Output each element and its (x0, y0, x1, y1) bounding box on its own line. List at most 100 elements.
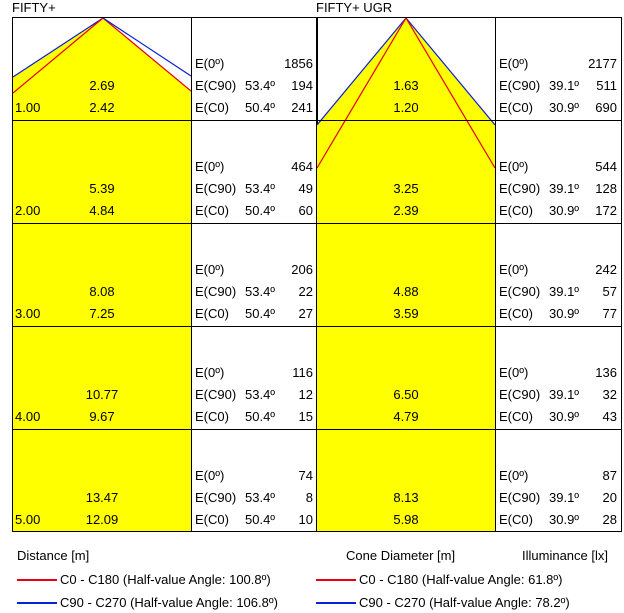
e-c0-value: 10 (298, 512, 313, 527)
cone-grid: 1.63 1.20 E(0º) 2177 E(C90) 39.1º 511 E(C0) 30.9… (316, 17, 622, 532)
e-c0-label: E(C0) (499, 203, 533, 218)
e-c0-value: 690 (595, 100, 617, 115)
e-c0-angle: 30.9º (549, 100, 580, 115)
e-c90-angle: 53.4º (245, 490, 276, 505)
light-cone-svg (317, 18, 495, 531)
e0-value: 74 (298, 468, 313, 483)
cone-diameter-c90: 4.88 (393, 284, 419, 299)
e-c90-label: E(C90) (195, 490, 237, 505)
e0-label: E(0º) (499, 159, 529, 174)
e-c90-angle: 39.1º (549, 387, 580, 402)
e-c0-angle: 30.9º (549, 512, 580, 527)
e-c0-value: 43 (602, 409, 617, 424)
e-c90-angle: 39.1º (549, 490, 580, 505)
cone-diameter-c90: 5.39 (89, 181, 115, 196)
c90-edge-right (102, 18, 191, 77)
cone-diameter-c0: 4.79 (393, 409, 419, 424)
e0-label: E(0º) (195, 159, 225, 174)
cone-diameter-c0: 2.42 (89, 100, 115, 115)
e0-value: 464 (291, 159, 313, 174)
row-separator (317, 120, 621, 121)
e-c90-angle: 53.4º (245, 181, 276, 196)
cone-diameter-c0: 5.98 (393, 512, 419, 527)
e-c0-angle: 50.4º (245, 100, 276, 115)
light-cone-svg (13, 18, 191, 531)
distance-label: 4.00 (15, 409, 41, 424)
e-c90-value: 194 (291, 78, 313, 93)
e-c0-label: E(C0) (195, 306, 229, 321)
e-c90-label: E(C90) (499, 181, 541, 196)
e-c0-angle: 30.9º (549, 306, 580, 321)
e0-label: E(0º) (195, 56, 225, 71)
e-c90-angle: 53.4º (245, 387, 276, 402)
cone-diameter-c90: 10.77 (85, 387, 119, 402)
e0-value: 544 (595, 159, 617, 174)
e-c90-angle: 53.4º (245, 78, 276, 93)
e-c0-value: 77 (602, 306, 617, 321)
e0-label: E(0º) (499, 468, 529, 483)
e0-label: E(0º) (195, 468, 225, 483)
row-separator (317, 223, 621, 224)
illuminance-label: Illuminance [lx] (522, 548, 608, 563)
row-separator (317, 326, 621, 327)
cone-diameter-c90: 13.47 (85, 490, 119, 505)
e0-value: 1856 (284, 56, 313, 71)
legend-label: C0 - C180 (Half-value Angle: 61.8º) (359, 572, 563, 587)
c0-edge-left (13, 18, 104, 94)
cone-diameter-c0: 2.39 (393, 203, 419, 218)
e-c90-label: E(C90) (195, 78, 237, 93)
e-c0-label: E(C0) (499, 512, 533, 527)
legend-swatch (316, 602, 356, 604)
e-c90-value: 128 (595, 181, 617, 196)
cone-diameter-c90: 2.69 (89, 78, 115, 93)
e-c0-value: 27 (298, 306, 313, 321)
e-c0-angle: 50.4º (245, 203, 276, 218)
e-c90-angle: 53.4º (245, 284, 276, 299)
e-c90-label: E(C90) (195, 284, 237, 299)
row-separator (13, 429, 317, 430)
e-c0-label: E(C0) (195, 512, 229, 527)
legend-label: C0 - C180 (Half-value Angle: 100.8º) (60, 572, 271, 587)
e-c90-angle: 39.1º (549, 181, 580, 196)
e-c0-value: 241 (291, 100, 313, 115)
e-c90-label: E(C90) (195, 181, 237, 196)
e-c0-value: 15 (298, 409, 313, 424)
e-c90-value: 49 (298, 181, 313, 196)
e-c0-angle: 30.9º (549, 203, 580, 218)
c0-edge-right (102, 18, 191, 92)
e-c90-label: E(C90) (499, 78, 541, 93)
c90-edge-right (405, 18, 495, 126)
e0-value: 242 (595, 262, 617, 277)
e-c0-value: 28 (602, 512, 617, 527)
c90-edge-left (13, 18, 104, 78)
cone-fill (13, 18, 191, 531)
cone-fill (317, 18, 495, 531)
e-c90-value: 511 (596, 78, 617, 93)
e0-label: E(0º) (195, 262, 225, 277)
e-c0-value: 172 (595, 203, 617, 218)
cone-diameter-c90: 6.50 (393, 387, 419, 402)
e-c90-value: 22 (298, 284, 313, 299)
e-c90-label: E(C90) (499, 387, 541, 402)
distance-label: 5.00 (15, 512, 41, 527)
e-c90-value: 12 (298, 387, 313, 402)
e0-label: E(0º) (195, 365, 225, 380)
e-c0-label: E(C0) (499, 306, 533, 321)
row-separator (317, 429, 621, 430)
legend-label: C90 - C270 (Half-value Angle: 78.2º) (359, 595, 570, 610)
e-c0-angle: 30.9º (549, 409, 580, 424)
e-c90-label: E(C90) (499, 490, 541, 505)
cone-diameter-c90: 1.63 (393, 78, 419, 93)
e0-label: E(0º) (499, 56, 529, 71)
row-separator (13, 223, 317, 224)
cone-diameter-c0: 9.67 (89, 409, 115, 424)
cone-diameter-c0: 7.25 (89, 306, 115, 321)
e0-value: 87 (602, 468, 617, 483)
e-c90-value: 20 (602, 490, 617, 505)
distance-axis-label: Distance [m] (17, 548, 90, 563)
e-c90-angle: 39.1º (549, 284, 580, 299)
c0-edge-right (405, 18, 495, 169)
e-c90-value: 8 (305, 490, 313, 505)
cone-diameter-c0: 1.20 (393, 100, 419, 115)
c0-edge-left (317, 18, 407, 169)
